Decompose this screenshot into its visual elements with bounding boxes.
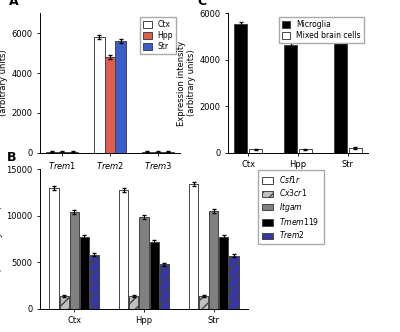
Legend: $\it{Csf1r}$, $\it{Cx3cr1}$, $\it{Itgam}$, $\it{Tmem119}$, $\it{Trem2}$: $\it{Csf1r}$, $\it{Cx3cr1}$, $\it{Itgam}… (258, 170, 324, 244)
Bar (199, 296, 208, 309)
Bar (334, 27, 347, 153)
Bar (230, 256, 238, 309)
Bar (160, 264, 169, 309)
Bar (60, 296, 69, 309)
Bar (57, 152, 68, 153)
Bar (299, 149, 312, 153)
Legend: Microglia, Mixed brain cells: Microglia, Mixed brain cells (279, 17, 364, 43)
Text: B: B (7, 151, 16, 164)
Y-axis label: Expression intensity
(arbitrary units): Expression intensity (arbitrary units) (177, 41, 196, 125)
Bar (249, 149, 262, 153)
Bar (152, 152, 163, 153)
Bar (219, 237, 228, 309)
Bar (129, 296, 138, 309)
Bar (209, 211, 218, 309)
Bar (70, 212, 79, 309)
Text: C: C (197, 0, 206, 8)
Bar (142, 152, 152, 153)
Bar (46, 152, 57, 153)
Bar (234, 24, 247, 153)
Text: A: A (9, 0, 19, 8)
Y-axis label: Expression intensity
(arbitrary units): Expression intensity (arbitrary units) (0, 197, 3, 282)
Bar (105, 57, 115, 153)
Bar (163, 152, 174, 153)
Y-axis label: Expression intensity
(arbitrary units): Expression intensity (arbitrary units) (0, 41, 8, 125)
Bar (189, 184, 198, 309)
Bar (94, 37, 105, 153)
Bar (119, 190, 128, 309)
Bar (349, 148, 362, 153)
Bar (90, 255, 99, 309)
Bar (150, 242, 159, 309)
Bar (284, 44, 297, 153)
Bar (115, 41, 126, 153)
Bar (140, 217, 148, 309)
Bar (68, 152, 78, 153)
Bar (80, 237, 89, 309)
Legend: Ctx, Hpp, Str: Ctx, Hpp, Str (140, 17, 176, 54)
Bar (50, 188, 58, 309)
